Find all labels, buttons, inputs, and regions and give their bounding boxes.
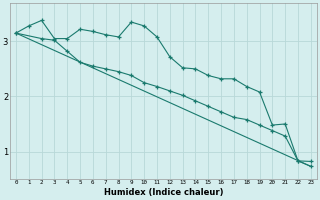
X-axis label: Humidex (Indice chaleur): Humidex (Indice chaleur) — [104, 188, 223, 197]
